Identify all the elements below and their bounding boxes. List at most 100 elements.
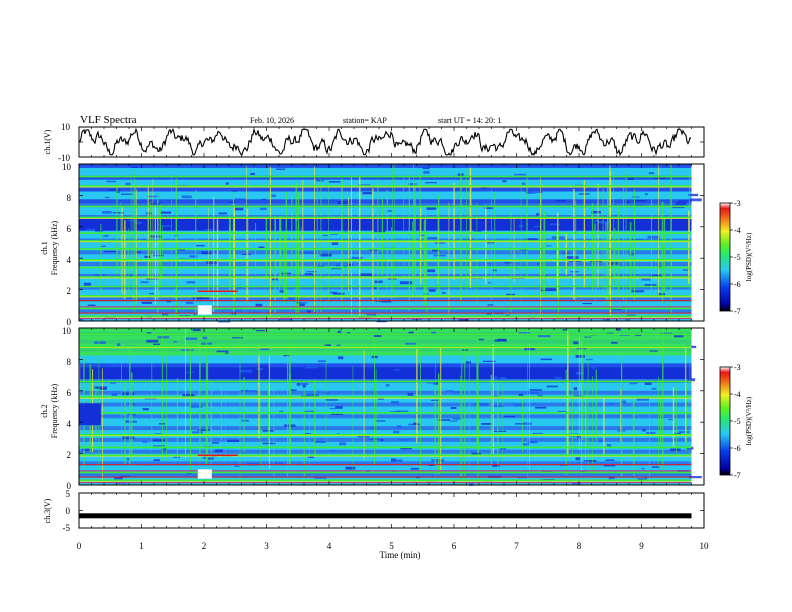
ch3-frame <box>78 492 705 529</box>
spectrogram-cell <box>218 320 231 323</box>
spectrogram-cell <box>110 381 116 384</box>
colorbar-2: -3 -4 -5 -6 -7 log(PSD)(V²/Hz) <box>719 363 753 480</box>
spectrogram-cell <box>533 403 537 405</box>
ch1-spectrogram-panel: 10 8 6 4 2 0 ch.1 Frequency (kHz) <box>40 162 705 327</box>
colorbar-1-tick-m4: -4 <box>734 226 741 235</box>
spectrogram-cell <box>319 253 332 257</box>
spectrogram-cell <box>307 394 319 397</box>
spectrogram-cell <box>610 214 619 217</box>
spectrogram-cell <box>192 297 203 300</box>
colorbar-1-tick-m7: -7 <box>734 307 741 316</box>
spectrogram-cell <box>260 348 269 351</box>
spectrogram-cell <box>79 305 692 310</box>
spectrogram-cell <box>487 304 494 306</box>
spectrogram-cell <box>514 173 527 176</box>
spectrogram-cell <box>87 304 96 306</box>
spectrogram-cell <box>104 250 117 253</box>
spectrogram-cell <box>651 466 660 468</box>
spectrogram-cell <box>649 172 654 174</box>
time-axis: 0 1 2 3 4 5 6 7 8 9 10 Time (min) <box>77 541 709 560</box>
spectrogram-cell <box>247 188 252 191</box>
spectrogram-cell <box>79 226 692 232</box>
spectrogram-cell <box>79 313 692 318</box>
spectrogram-cell <box>79 319 84 321</box>
spectrogram-cell <box>537 394 543 397</box>
spectrogram-cell <box>583 460 597 462</box>
spectrogram-cell <box>79 477 692 482</box>
spectrogram-cell <box>362 192 372 195</box>
station-label: station= KAP <box>343 116 387 125</box>
spectrogram-cell <box>629 381 638 385</box>
spectrogram-cell <box>492 376 498 379</box>
spectrogram-cell <box>161 448 167 451</box>
spectrogram-cell <box>314 476 327 479</box>
spectrogram-cell <box>322 234 329 237</box>
spec2-ytick-0: 0 <box>67 481 72 491</box>
spectrogram-cell <box>272 462 284 465</box>
spectrogram-cell <box>405 371 411 375</box>
spectrogram-cell <box>305 366 318 369</box>
time-tick-10: 10 <box>700 541 710 551</box>
spectrogram-cell <box>466 361 471 365</box>
spectrogram-cell <box>538 334 551 338</box>
spectrogram-cell <box>79 375 692 380</box>
spectrogram-cell <box>79 359 692 364</box>
spectrogram-cell <box>229 201 236 203</box>
ch2-spectrogram-panel: 10 8 6 4 2 0 ch.2 Frequency (kHz) <box>40 326 705 491</box>
spectrogram-cell <box>144 255 151 258</box>
spectrogram-cell <box>227 439 240 442</box>
spectrogram-cell <box>374 280 383 283</box>
colorbar-2-tick-m4: -4 <box>734 390 741 399</box>
ch2-spectrogram-ticks <box>78 328 705 485</box>
ch1-waveform-ticks <box>78 127 705 157</box>
spectrogram-cell <box>79 164 692 169</box>
spectrogram-cell <box>79 339 692 345</box>
spectrogram-cell <box>373 285 377 289</box>
spectrogram-cell <box>657 293 665 296</box>
start-time-label: start UT = 14: 20: 1 <box>438 116 501 125</box>
spectrogram-cell <box>400 448 412 450</box>
spec1-ytick-6: 6 <box>67 224 72 234</box>
spectrogram-cell <box>79 270 692 275</box>
spectrogram-cell <box>160 211 172 214</box>
spectrogram-cell <box>116 191 120 193</box>
spectrogram-cell <box>79 457 692 462</box>
spectrogram-cell <box>359 273 372 276</box>
spectrogram-cell <box>373 334 382 337</box>
spectrogram-cell <box>289 389 297 391</box>
colorbar-1-tick-m6: -6 <box>734 280 741 289</box>
spectrogram-cell <box>153 343 160 345</box>
spectrogram-cell <box>626 314 636 317</box>
spectrogram-cell <box>575 457 581 461</box>
spectrogram-cell <box>644 382 652 385</box>
spectrogram-cell <box>607 332 614 335</box>
spectrogram-cell <box>279 290 284 293</box>
spectrogram-cell <box>79 199 692 204</box>
spectrogram-cell <box>393 369 400 371</box>
spectrogram-cell <box>316 264 324 268</box>
spectrogram-cell <box>635 200 647 202</box>
spectrogram-cell <box>357 436 370 438</box>
spectrogram-cell <box>145 212 152 215</box>
spectrogram-cell <box>79 301 692 306</box>
spectrogram-cell <box>515 423 524 425</box>
spectrogram-cell <box>131 166 138 168</box>
ch3-trace <box>79 513 692 519</box>
spectrogram-cell <box>502 180 507 183</box>
spectrogram-cell <box>259 365 268 369</box>
spectrogram-cell <box>644 193 648 196</box>
spectrogram-event <box>197 305 212 315</box>
spectrogram-cell <box>306 271 317 273</box>
spectrogram-cell <box>146 339 159 343</box>
spectrogram-cell <box>522 422 532 425</box>
spectrogram-cell <box>231 310 242 312</box>
spectrogram-cell <box>484 176 494 179</box>
spec1-ytick-0: 0 <box>67 317 72 327</box>
spectrogram-cell <box>431 331 436 334</box>
spectrogram-cell <box>205 228 213 232</box>
spectrogram-cell <box>79 281 692 287</box>
ch1-spectrogram-ticks <box>78 164 705 321</box>
ch1-tick-bottom: -10 <box>58 153 70 163</box>
spectrogram-cell <box>79 273 692 279</box>
spectrogram-cell <box>654 177 666 179</box>
